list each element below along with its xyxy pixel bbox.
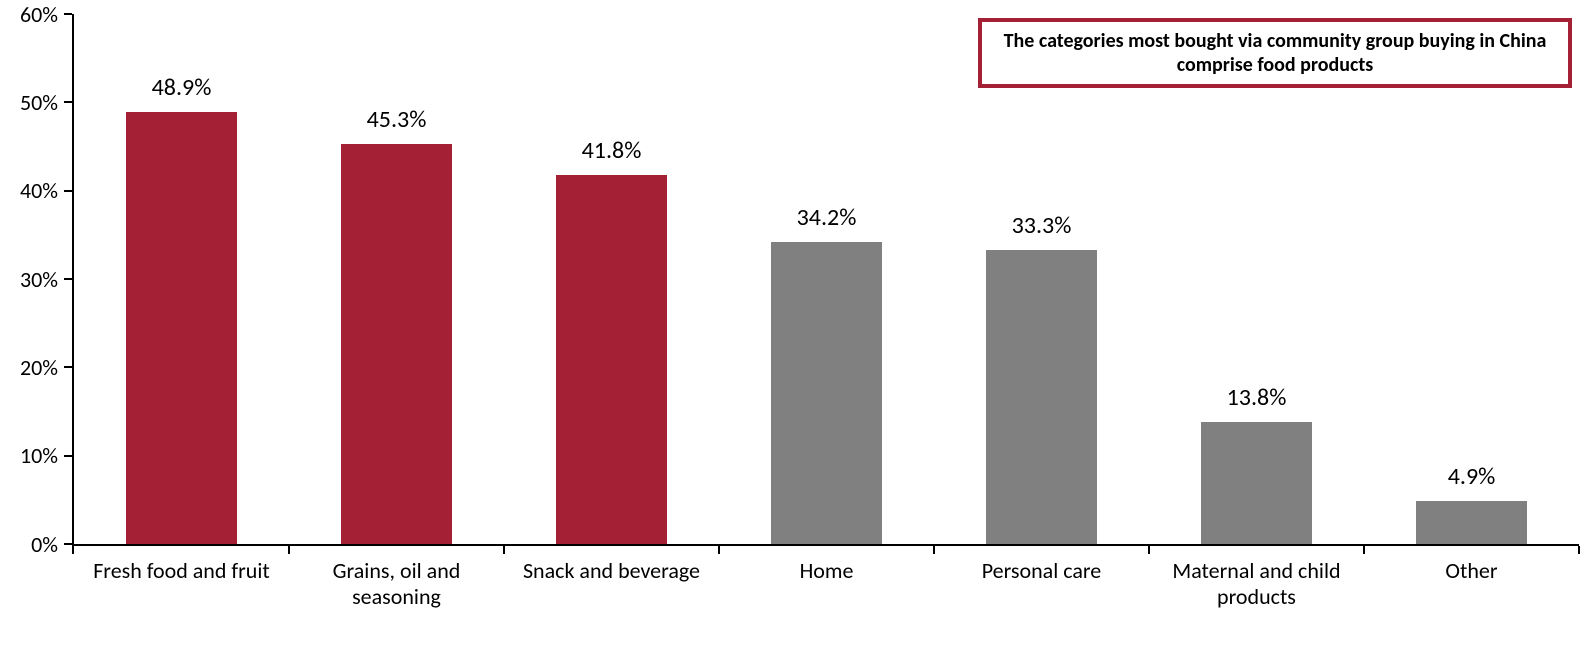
plot-area: 48.9%45.3%41.8% 34.2%33.3% 13.8% 4.9% bbox=[74, 14, 1579, 544]
y-tick-mark bbox=[64, 455, 72, 457]
chart-container: 48.9%45.3%41.8% 34.2%33.3% 13.8% 4.9% 0% 10% 2… bbox=[0, 0, 1595, 648]
y-tick-mark bbox=[64, 13, 72, 15]
x-tick-mark bbox=[1363, 546, 1365, 554]
y-tick-label: 40% bbox=[0, 177, 58, 204]
bar bbox=[986, 250, 1098, 544]
y-tick-label: 0% bbox=[0, 531, 58, 558]
y-axis-line bbox=[72, 14, 74, 544]
y-tick-label: 60% bbox=[0, 1, 58, 28]
y-tick-mark bbox=[64, 190, 72, 192]
x-tick-mark bbox=[718, 546, 720, 554]
category-label: Other bbox=[1373, 558, 1571, 584]
x-tick-mark bbox=[1148, 546, 1150, 554]
category-label: Snack and beverage bbox=[513, 558, 711, 584]
bar bbox=[126, 112, 238, 544]
category-label: Home bbox=[728, 558, 926, 584]
category-label: Maternal and child products bbox=[1158, 558, 1356, 610]
x-tick-mark bbox=[933, 546, 935, 554]
bar-value-label: 48.9% bbox=[74, 73, 289, 102]
bar-value-label: 34.2% bbox=[719, 203, 934, 232]
y-tick-mark bbox=[64, 543, 72, 545]
x-tick-mark bbox=[288, 546, 290, 554]
bar bbox=[1416, 501, 1528, 544]
callout-box: The categories most bought via community… bbox=[978, 18, 1572, 88]
x-tick-mark bbox=[72, 546, 74, 554]
category-label: Fresh food and fruit bbox=[83, 558, 281, 584]
category-label: Personal care bbox=[943, 558, 1141, 584]
x-tick-mark bbox=[1578, 546, 1580, 554]
category-label: Grains, oil and seasoning bbox=[298, 558, 496, 610]
y-tick-mark bbox=[64, 101, 72, 103]
bar-value-label: 33.3% bbox=[934, 211, 1149, 240]
y-tick-mark bbox=[64, 366, 72, 368]
bar bbox=[1201, 422, 1313, 544]
bar-value-label: 45.3% bbox=[289, 105, 504, 134]
bar-value-label: 13.8% bbox=[1149, 383, 1364, 412]
bar bbox=[341, 144, 453, 544]
y-tick-label: 10% bbox=[0, 442, 58, 469]
bar-value-label: 4.9% bbox=[1364, 462, 1579, 491]
y-tick-label: 30% bbox=[0, 266, 58, 293]
y-tick-mark bbox=[64, 278, 72, 280]
bar bbox=[771, 242, 883, 544]
y-tick-label: 50% bbox=[0, 89, 58, 116]
x-tick-mark bbox=[503, 546, 505, 554]
y-tick-label: 20% bbox=[0, 354, 58, 381]
bar bbox=[556, 175, 668, 544]
bar-value-label: 41.8% bbox=[504, 136, 719, 165]
x-axis-line bbox=[72, 544, 1579, 546]
